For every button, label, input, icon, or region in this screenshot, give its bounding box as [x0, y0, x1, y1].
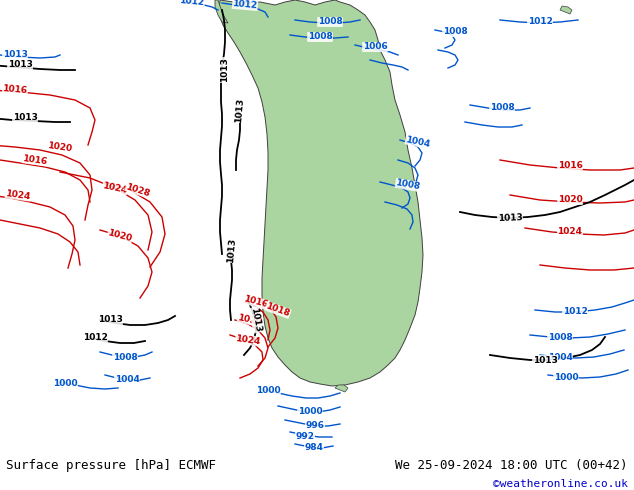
Text: 1024: 1024: [235, 334, 261, 346]
Text: 1000: 1000: [553, 372, 578, 382]
Text: 1013: 1013: [249, 307, 262, 333]
Text: 1013: 1013: [498, 213, 522, 223]
Text: 1020: 1020: [237, 313, 263, 327]
Text: 1020: 1020: [107, 228, 133, 244]
Text: 1020: 1020: [558, 196, 583, 204]
Text: 1012: 1012: [527, 18, 552, 26]
Text: 992: 992: [295, 432, 314, 441]
Text: 1013: 1013: [8, 60, 32, 70]
Text: 1008: 1008: [113, 352, 138, 362]
Text: 1016: 1016: [557, 161, 583, 170]
Text: 1016: 1016: [243, 294, 269, 310]
Text: 1008: 1008: [548, 333, 573, 342]
Text: 1013: 1013: [221, 57, 230, 82]
Text: 1000: 1000: [53, 378, 77, 388]
Text: 1013: 1013: [98, 316, 122, 324]
Text: ©weatheronline.co.uk: ©weatheronline.co.uk: [493, 479, 628, 489]
Text: 1012: 1012: [179, 0, 205, 7]
Text: 1013: 1013: [533, 356, 557, 365]
Text: 1004: 1004: [405, 135, 431, 149]
Text: 1016: 1016: [2, 84, 28, 96]
Text: 1016: 1016: [22, 154, 48, 166]
Text: 1024: 1024: [102, 181, 128, 195]
Text: 1000: 1000: [298, 407, 322, 416]
Polygon shape: [219, 0, 423, 386]
Text: 1024: 1024: [5, 189, 31, 201]
Text: 1013: 1013: [3, 50, 27, 59]
Text: 1024: 1024: [557, 227, 583, 237]
Text: 1008: 1008: [318, 18, 342, 26]
Text: 1028: 1028: [125, 182, 152, 198]
Text: 1018: 1018: [265, 301, 291, 319]
Text: 1013: 1013: [226, 237, 238, 263]
Text: 1012: 1012: [562, 307, 588, 316]
Text: 1008: 1008: [395, 178, 421, 192]
Polygon shape: [335, 385, 348, 392]
Text: 1008: 1008: [443, 27, 467, 36]
Text: 1000: 1000: [256, 386, 280, 394]
Text: 996: 996: [306, 420, 325, 430]
Text: 1013: 1013: [13, 114, 37, 122]
Text: 1013: 1013: [235, 97, 245, 123]
Text: 984: 984: [304, 442, 323, 451]
Text: 1004: 1004: [548, 352, 573, 362]
Text: 1004: 1004: [115, 374, 139, 384]
Text: 1008: 1008: [307, 32, 332, 42]
Text: 1006: 1006: [363, 43, 387, 51]
Text: 1008: 1008: [489, 103, 514, 113]
Text: Surface pressure [hPa] ECMWF: Surface pressure [hPa] ECMWF: [6, 459, 216, 472]
Polygon shape: [560, 6, 572, 14]
Polygon shape: [215, 0, 228, 23]
Text: 1012: 1012: [82, 334, 107, 343]
Text: 1012: 1012: [232, 0, 258, 11]
Text: 1020: 1020: [47, 141, 73, 153]
Text: We 25-09-2024 18:00 UTC (00+42): We 25-09-2024 18:00 UTC (00+42): [395, 459, 628, 472]
